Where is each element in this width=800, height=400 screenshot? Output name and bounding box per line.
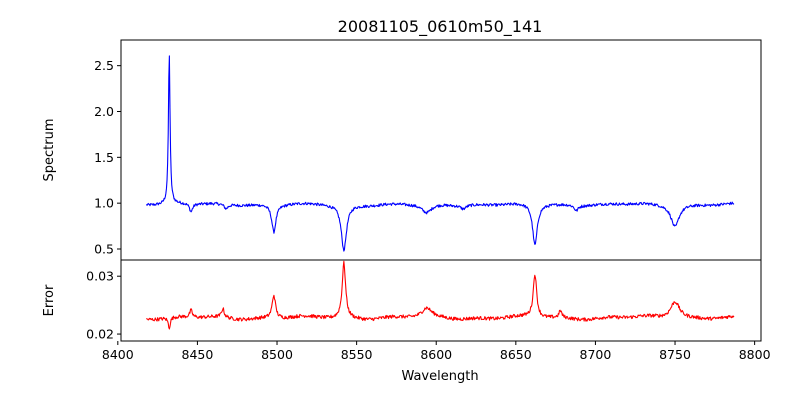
x-tick-label: 8650	[500, 347, 532, 362]
error-y-tick-label: 0.02	[86, 327, 114, 342]
spectrum-y-tick-label: 2.0	[94, 104, 114, 119]
error-x-ticks: 8400 8450 8500 8550 8600 8650 8700 8750 8800	[102, 341, 771, 362]
x-tick-label: 8400	[102, 347, 134, 362]
spectrum-y-ticks: 0.5 1.0 1.5 2.0 2.5	[94, 58, 121, 257]
spectrum-series-line	[146, 55, 735, 252]
spectrum-y-tick-label: 2.5	[94, 58, 114, 73]
x-tick-label: 8600	[420, 347, 452, 362]
x-tick-label: 8800	[739, 347, 771, 362]
error-panel: 0.02 0.03 8400 8450 8500 8550 8600 8650 8700 875…	[42, 259, 771, 384]
x-tick-label: 8700	[580, 347, 612, 362]
x-tick-label: 8550	[341, 347, 373, 362]
spectrum-y-tick-label: 1.0	[94, 196, 114, 211]
x-axis-label: Wavelength	[401, 369, 478, 384]
error-y-ticks: 0.02 0.03	[86, 269, 121, 342]
spectrum-y-tick-label: 1.5	[94, 150, 114, 165]
x-tick-label: 8450	[182, 347, 214, 362]
spectrum-panel: 0.5 1.0 1.5 2.0 2.5 Spectrum	[42, 39, 762, 261]
spectrum-y-axis-label: Spectrum	[42, 119, 57, 182]
chart-title: 20081105_0610m50_141	[338, 17, 543, 37]
error-y-tick-label: 0.03	[86, 269, 114, 284]
x-tick-label: 8500	[261, 347, 293, 362]
error-series-line	[146, 260, 735, 330]
error-y-axis-label: Error	[42, 284, 57, 316]
x-tick-label: 8750	[659, 347, 691, 362]
spectrum-y-tick-label: 0.5	[94, 242, 114, 257]
error-axes-frame	[120, 259, 762, 342]
spectrum-axes-frame	[120, 39, 762, 261]
